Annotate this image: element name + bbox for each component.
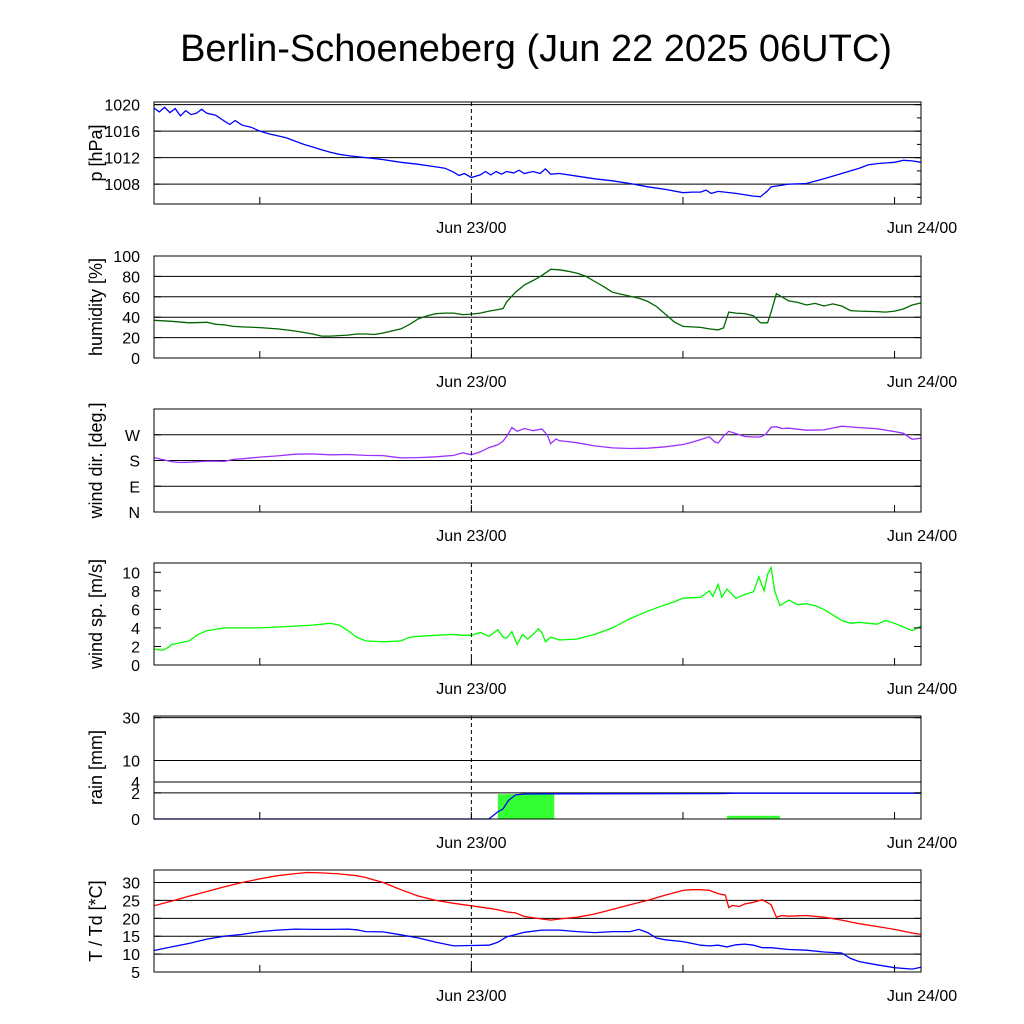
- x-tick-label: Jun 23/00: [436, 220, 506, 237]
- x-tick-label: Jun 24/00: [887, 220, 957, 237]
- y-tick-label: 8: [131, 584, 140, 601]
- y-axis-label: T / Td [*C]: [86, 880, 106, 961]
- y-tick-label: S: [129, 454, 140, 471]
- y-tick-label: 10: [122, 565, 140, 582]
- series-line-humidity-0: [153, 268, 922, 337]
- x-tick-label: Jun 24/00: [887, 528, 957, 545]
- rain-bar-1: [727, 815, 780, 819]
- x-tick-label: Jun 23/00: [436, 681, 506, 698]
- y-axis-label: p [hPa]: [86, 124, 106, 181]
- series-line-temperature-td: [153, 928, 922, 970]
- series-line-pressure-0: [153, 106, 922, 198]
- y-tick-label: 1016: [104, 124, 140, 141]
- x-tick-label: Jun 23/00: [436, 528, 506, 545]
- series-line-temperature-t: [153, 871, 922, 936]
- x-tick-label: Jun 23/00: [436, 835, 506, 852]
- y-tick-label: 10: [122, 753, 140, 770]
- y-tick-label: 6: [131, 602, 140, 619]
- series-line-wind-direction-0: [153, 425, 922, 464]
- x-tick-label: Jun 24/00: [887, 681, 957, 698]
- y-tick-label: 20: [122, 331, 140, 348]
- series-line-wind-speed-0: [153, 565, 922, 651]
- x-tick-label: Jun 23/00: [436, 374, 506, 391]
- panel-wind-speed: 0 24 68 10 Jun 23/00 Jun 24/00 wind sp. [m/s]: [86, 559, 957, 698]
- panel-humidity: 0 20 40 60 80 100 Jun 23/00 Jun 24/00 humidity […: [86, 249, 957, 391]
- x-tick-label: Jun 23/00: [436, 988, 506, 1005]
- plot-frame: [153, 101, 922, 205]
- panel-rain: 0 24 10 30 Jun 23/00 Jun 24/00 rain [mm]: [86, 711, 957, 852]
- y-tick-label: 1008: [104, 177, 140, 194]
- y-tick-label: 0: [131, 351, 140, 368]
- x-tick-label: Jun 24/00: [887, 374, 957, 391]
- plot-frame: [153, 715, 922, 820]
- plot-frame: [153, 562, 922, 666]
- y-tick-label: 4: [131, 775, 140, 792]
- y-tick-label: 30: [122, 876, 140, 893]
- y-tick-label: 15: [122, 929, 140, 946]
- y-axis-label: rain [mm]: [86, 730, 106, 805]
- y-tick-label: 1020: [104, 98, 140, 115]
- plot-frame: [153, 869, 922, 973]
- y-tick-label: 0: [131, 812, 140, 829]
- plot-frame: [153, 255, 922, 359]
- y-tick-label: E: [129, 479, 140, 496]
- y-axis-label: humidity [%]: [86, 258, 106, 356]
- chart-title: Berlin-Schoeneberg (Jun 22 2025 06UTC): [180, 28, 892, 70]
- y-tick-label: 1012: [104, 151, 140, 168]
- x-tick-label: Jun 24/00: [887, 835, 957, 852]
- series-line-rain-0: [154, 792, 921, 820]
- y-tick-label: 60: [122, 290, 140, 307]
- panel-pressure: 1008 1012 1016 1020 Jun 23/00 Jun 24/00 p [hPa…: [86, 98, 957, 237]
- y-tick-label: 10: [122, 947, 140, 964]
- y-tick-label: 2: [131, 639, 140, 656]
- y-tick-label: 0: [131, 658, 140, 675]
- y-axis-label: wind dir. [deg.]: [86, 402, 106, 519]
- y-tick-label: 5: [131, 965, 140, 982]
- y-tick-label: N: [128, 505, 140, 522]
- y-axis-label: wind sp. [m/s]: [86, 559, 106, 670]
- y-tick-label: 100: [113, 249, 140, 266]
- y-tick-label: 4: [131, 621, 140, 638]
- rain-bar-0: [497, 794, 555, 819]
- x-tick-label: Jun 24/00: [887, 988, 957, 1005]
- y-tick-label: 2: [131, 786, 140, 803]
- y-tick-label: 80: [122, 269, 140, 286]
- y-tick-label: 30: [122, 711, 140, 728]
- y-tick-label: 20: [122, 911, 140, 928]
- y-tick-label: W: [125, 428, 141, 445]
- y-tick-label: 40: [122, 310, 140, 327]
- y-tick-label: 25: [122, 893, 140, 910]
